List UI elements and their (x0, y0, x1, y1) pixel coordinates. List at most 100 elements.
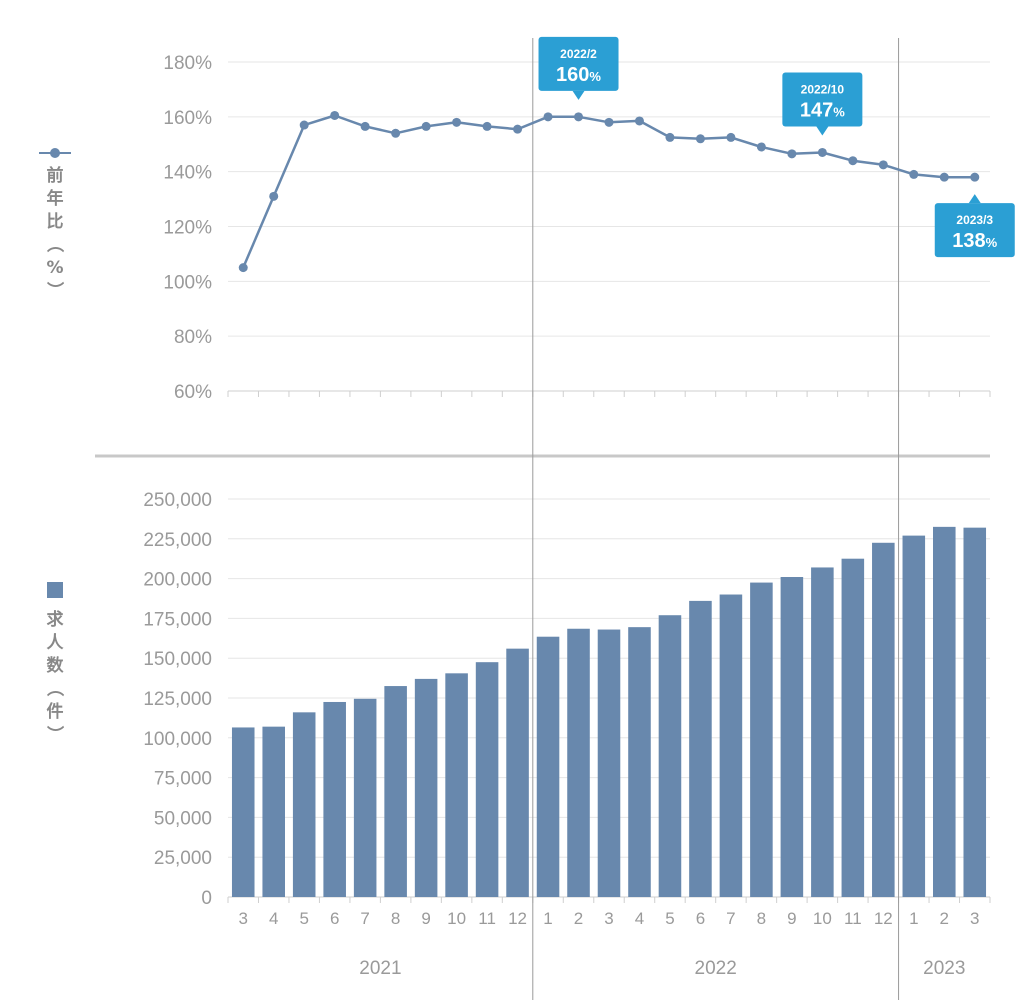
line-point (665, 132, 675, 142)
line-point (756, 142, 766, 152)
callout-unit: % (589, 69, 601, 84)
bar-axis-label-char: ） (44, 726, 65, 743)
bar-y-tick: 25,000 (154, 848, 212, 869)
bar-y-tick: 200,000 (143, 570, 212, 591)
bar-y-tick: 175,000 (143, 609, 212, 630)
line-point (452, 117, 462, 127)
bar (597, 629, 621, 897)
line-point (787, 149, 797, 159)
bar-y-tick: 75,000 (154, 769, 212, 790)
callout-date: 2023/3 (956, 213, 993, 227)
line-point (238, 263, 248, 273)
bar (567, 628, 590, 897)
x-tick-label: 7 (726, 909, 735, 928)
line-point (878, 160, 888, 170)
bar-y-tick: 225,000 (143, 530, 212, 551)
bar (963, 527, 987, 897)
x-tick-label: 8 (391, 909, 400, 928)
line-axis-label-char: ） (44, 282, 65, 299)
line-point (604, 117, 614, 127)
bar-axis-label-char: （ (44, 680, 65, 697)
line-axis-label-char: % (46, 258, 63, 278)
line-point (421, 121, 431, 131)
bar (475, 662, 499, 897)
line-y-tick: 60% (174, 382, 212, 403)
bar (384, 686, 407, 897)
x-tick-label: 4 (269, 909, 278, 928)
callout-date: 2022/2 (560, 47, 597, 61)
line-point (726, 132, 736, 142)
x-tick-label: 9 (787, 909, 796, 928)
bar (902, 535, 926, 897)
callout-date: 2022/10 (801, 82, 845, 96)
value-callouts: 2022/2 160% 2022/10 147% 2023/3 138% (538, 36, 1015, 258)
bar (506, 648, 529, 897)
bar (841, 558, 865, 897)
line-point (848, 156, 858, 166)
line-point (817, 147, 827, 157)
line-y-tick: 140% (163, 163, 212, 184)
bar (262, 726, 285, 897)
line-point (360, 121, 370, 131)
bar (933, 526, 956, 897)
x-tick-label: 9 (421, 909, 430, 928)
line-point (695, 134, 705, 144)
line-y-tick: 160% (163, 108, 212, 129)
bar (750, 582, 773, 897)
bar-axis-label-char: 件 (47, 701, 64, 722)
bar (445, 673, 468, 897)
bar-y-tick: 150,000 (143, 649, 212, 670)
line-point (543, 112, 553, 122)
callout: 2022/2 160% (538, 36, 619, 100)
line-path (242, 114, 975, 269)
line-y-tick: 80% (174, 327, 212, 348)
bar-y-tick: 0 (201, 888, 212, 909)
bar-axis-label-char: 求 (47, 609, 64, 630)
bar-axis-label-char: 人 (47, 633, 65, 653)
callout-value: 147 (800, 99, 833, 121)
callout-unit: % (833, 104, 845, 119)
year-dividers (95, 38, 990, 1000)
bar-y-tick: 250,000 (143, 490, 212, 511)
x-tick-label: 6 (696, 909, 705, 928)
bar-series (231, 526, 987, 897)
bar (872, 542, 895, 897)
x-tick-label: 12 (508, 909, 527, 928)
x-tick-label: 10 (447, 909, 466, 928)
x-tick-label: 3 (970, 909, 979, 928)
callout-value: 138 (952, 230, 985, 252)
x-tick-label: 5 (665, 909, 674, 928)
line-point (330, 110, 340, 120)
bar-legend-swatch (47, 582, 63, 598)
bar (353, 698, 377, 897)
callout-value-text: 160% (556, 64, 601, 86)
bar (689, 600, 712, 897)
callout-pointer (816, 126, 829, 136)
line-y-tick: 100% (163, 272, 212, 293)
line-point (482, 121, 492, 131)
x-tick-label: 3 (239, 909, 248, 928)
bar (811, 567, 834, 897)
line-point (634, 116, 644, 126)
bar (719, 594, 743, 897)
x-tick-label: 7 (360, 909, 369, 928)
line-legend-marker (50, 148, 60, 158)
line-point (970, 172, 980, 182)
x-tick-label: 1 (909, 909, 918, 928)
bar-y-tick: 100,000 (143, 729, 212, 750)
bar (414, 678, 438, 897)
x-tick-label: 5 (299, 909, 308, 928)
x-tick-label: 3 (604, 909, 613, 928)
line-axis-label-char: 年 (47, 188, 64, 209)
x-tick-label: 8 (757, 909, 766, 928)
x-tick-label: 11 (844, 909, 862, 928)
line-axis-label-char: 前 (47, 165, 64, 186)
year-label: 2023 (923, 958, 965, 979)
line-axis-label-char: 比 (47, 211, 64, 232)
bar (628, 627, 651, 897)
bar (323, 701, 346, 897)
x-tick-label: 4 (635, 909, 644, 928)
x-tick-label: 2 (940, 909, 949, 928)
line-y-tick: 120% (163, 218, 212, 239)
